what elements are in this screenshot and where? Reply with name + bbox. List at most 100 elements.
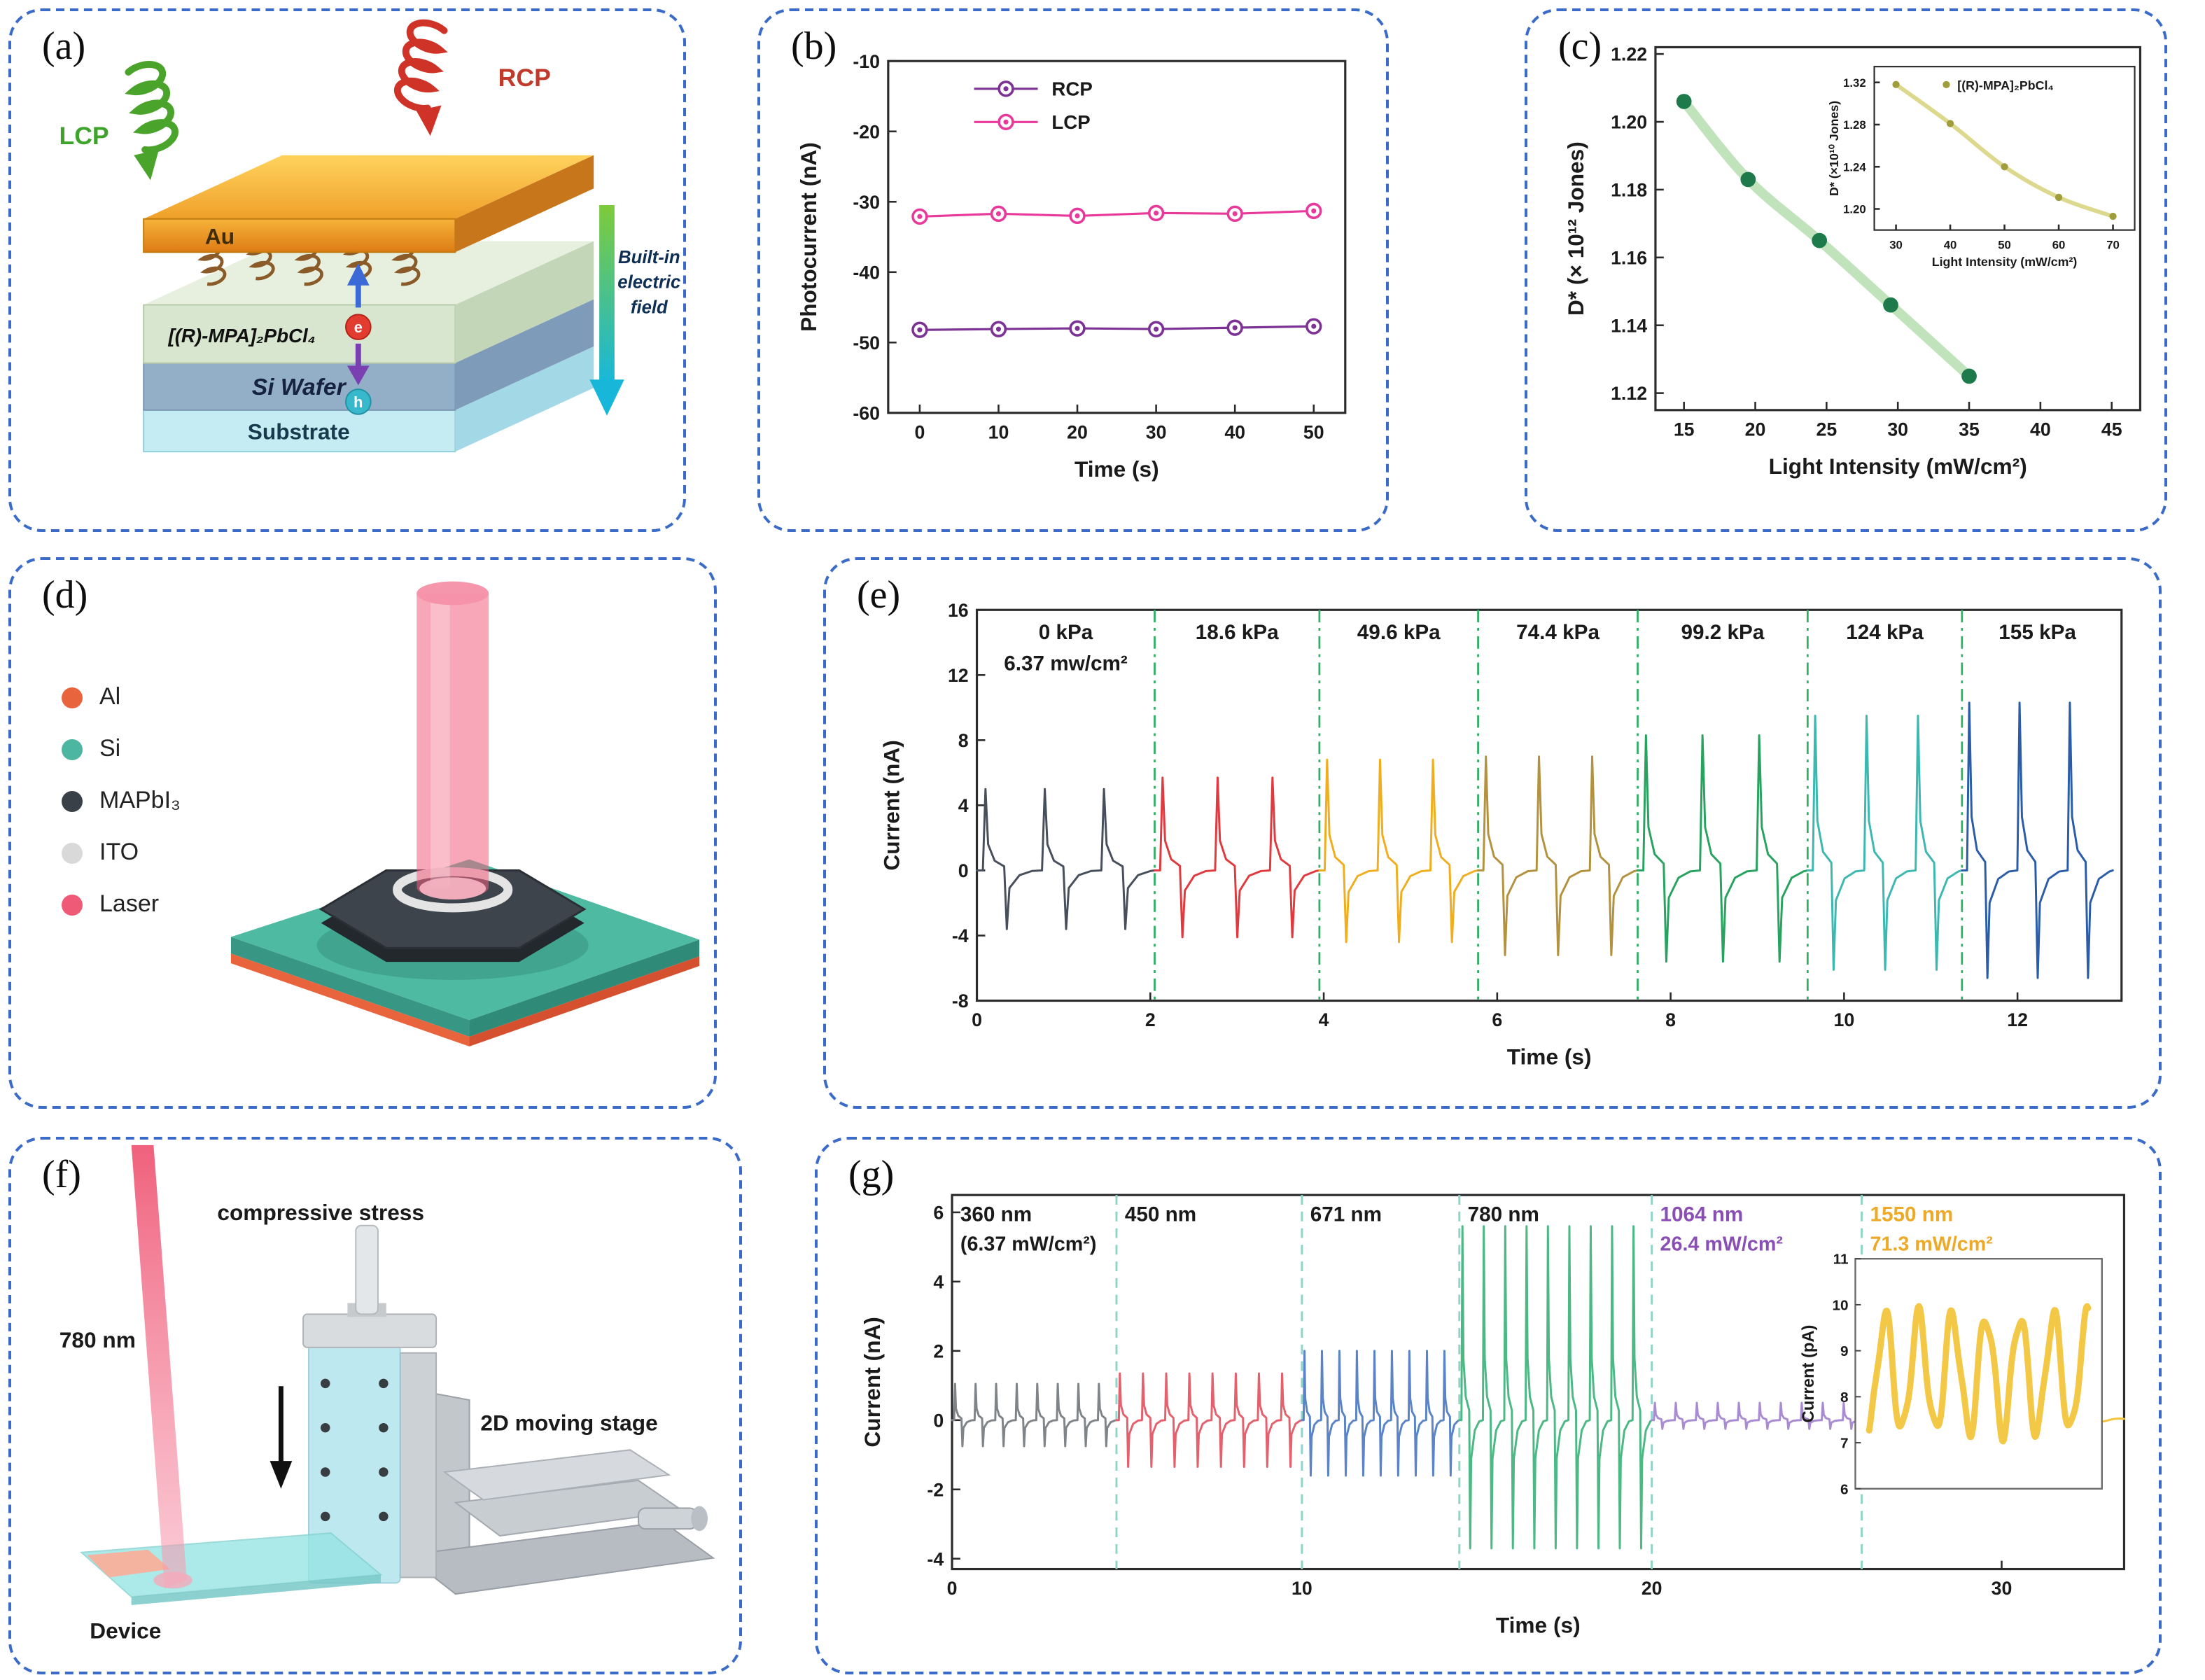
svg-text:4: 4 — [933, 1271, 944, 1292]
svg-text:40: 40 — [2030, 419, 2051, 440]
sample-stage-figure — [230, 581, 700, 1046]
svg-text:1.16: 1.16 — [1611, 247, 1647, 268]
svg-text:4: 4 — [958, 795, 969, 816]
legend-item-mapbi3: MAPbI₃ — [62, 787, 181, 815]
svg-text:1.28: 1.28 — [1843, 118, 1866, 132]
svg-text:99.2 kPa: 99.2 kPa — [1681, 621, 1764, 644]
si-wafer-label: Si Wafer — [252, 374, 347, 400]
rcp-arrowhead-icon — [416, 105, 442, 136]
panel-f-setup-schematic: (f) — [8, 1137, 742, 1674]
svg-text:12: 12 — [2007, 1009, 2028, 1030]
svg-text:Built-in: Built-in — [618, 248, 680, 267]
svg-text:Time (s): Time (s) — [1074, 456, 1159, 482]
svg-text:D* (×10¹⁰ Jones): D* (×10¹⁰ Jones) — [1827, 101, 1841, 196]
electron-label: e — [354, 318, 363, 336]
compressive-stress-label: compressive stress — [217, 1200, 424, 1225]
legend-label: Laser — [99, 890, 160, 917]
svg-text:124 kPa: 124 kPa — [1846, 621, 1924, 644]
svg-text:Light Intensity (mW/cm²): Light Intensity (mW/cm²) — [1932, 255, 2078, 269]
field-arrowhead-icon — [589, 379, 624, 416]
si-color-swatch — [62, 738, 83, 760]
panel-label-e: (e) — [857, 574, 901, 617]
up-arrow-icon — [347, 263, 370, 286]
svg-text:15: 15 — [1674, 419, 1695, 440]
substrate-layer: Substrate — [143, 346, 594, 453]
svg-text:-50: -50 — [853, 332, 880, 354]
svg-text:11: 11 — [1833, 1252, 1849, 1268]
svg-text:10: 10 — [1833, 1009, 1854, 1030]
si-wafer-layer: Si Wafer — [143, 299, 594, 411]
svg-text:2: 2 — [1145, 1009, 1156, 1030]
detectivity-inset-axes: 30 40 50 60 70 1.20 1.24 1.28 1.32 Light Intensit… — [1827, 66, 2136, 269]
al-color-swatch — [62, 687, 83, 708]
svg-text:7: 7 — [1840, 1436, 1849, 1452]
svg-text:LCP: LCP — [1051, 111, 1090, 133]
svg-text:1.20: 1.20 — [1843, 203, 1866, 216]
svg-text:10: 10 — [988, 421, 1009, 442]
svg-text:0: 0 — [958, 860, 969, 881]
svg-text:450 nm: 450 nm — [1125, 1203, 1196, 1226]
svg-text:-2: -2 — [927, 1479, 944, 1500]
measurement-setup-figure: 780 nm compressive stress 2D moving stag… — [59, 1144, 715, 1644]
panel-d-laser-schematic: (d) Al Si MAPbI₃ ITO Laser — [8, 557, 717, 1109]
svg-text:6: 6 — [1492, 1009, 1502, 1030]
panel-c-plot: 15 20 25 30 35 40 45 1.12 1.14 1.16 1.18 1.20 1.22 Li… — [1563, 44, 2142, 479]
legend-item-al: Al — [62, 683, 181, 711]
down-arrow-icon — [270, 1461, 293, 1489]
perovskite-label: [(R)-MPA]₂PbCl₄ — [167, 325, 315, 346]
svg-text:(6.37 mW/cm²): (6.37 mW/cm²) — [960, 1233, 1096, 1255]
legend-item-laser: Laser — [62, 890, 181, 918]
material-legend: Al Si MAPbI₃ ITO Laser — [62, 683, 181, 918]
svg-text:30: 30 — [1889, 238, 1903, 251]
svg-text:D* (× 10¹² Jones): D* (× 10¹² Jones) — [1563, 141, 1588, 316]
au-label: Au — [205, 223, 234, 248]
svg-text:30: 30 — [1887, 419, 1908, 440]
lcp-arrowhead-icon — [134, 149, 159, 181]
svg-text:1.12: 1.12 — [1611, 383, 1647, 404]
svg-text:1.14: 1.14 — [1611, 315, 1647, 336]
svg-text:2: 2 — [933, 1340, 944, 1362]
svg-text:6.37 mw/cm²: 6.37 mw/cm² — [1004, 652, 1128, 675]
lcp-label: LCP — [59, 122, 108, 150]
laser-beam-780nm — [131, 1144, 192, 1589]
svg-text:20: 20 — [1642, 1578, 1662, 1599]
svg-text:6: 6 — [1840, 1481, 1849, 1497]
svg-text:10: 10 — [1292, 1578, 1312, 1599]
moving-stage-label: 2D moving stage — [480, 1410, 657, 1436]
built-in-field-label: Built-in electric field — [617, 248, 680, 317]
svg-text:8: 8 — [1840, 1390, 1849, 1406]
svg-text:-20: -20 — [853, 121, 880, 142]
svg-text:0: 0 — [972, 1009, 982, 1030]
svg-text:Current (nA): Current (nA) — [879, 740, 904, 870]
svg-text:8: 8 — [1665, 1009, 1676, 1030]
svg-text:Current (pA): Current (pA) — [1799, 1325, 1818, 1423]
svg-text:40: 40 — [1944, 238, 1957, 251]
current-pa-inset: 6 7 8 9 10 11 Current (pA) — [1799, 1252, 2103, 1497]
stress-direction-arrow — [270, 1386, 293, 1489]
svg-text:26.4 mW/cm²: 26.4 mW/cm² — [1660, 1233, 1783, 1255]
svg-text:45: 45 — [2101, 419, 2122, 440]
legend-item-ito: ITO — [62, 839, 181, 867]
al-back-contact — [230, 953, 470, 1046]
panel-b-plot: 0 10 20 30 40 50 -10 -20 -30 -40 -50 -60 Time (s) Pho… — [796, 51, 1347, 482]
svg-text:360 nm: 360 nm — [960, 1203, 1032, 1226]
panel-c-detectivity-chart: (c) 15 20 25 30 35 40 45 1.12 1.14 1.16 1.18 1.20 1.… — [1525, 8, 2167, 532]
svg-text:-4: -4 — [927, 1548, 944, 1569]
svg-text:0: 0 — [933, 1410, 944, 1431]
built-in-field-arrow — [589, 205, 624, 416]
panel-label-f: (f) — [42, 1154, 81, 1197]
svg-text:12: 12 — [948, 665, 969, 686]
svg-text:-30: -30 — [853, 192, 880, 213]
svg-text:1.22: 1.22 — [1611, 44, 1647, 65]
svg-text:-4: -4 — [952, 925, 969, 946]
svg-text:50: 50 — [1998, 238, 2011, 251]
svg-text:30: 30 — [1991, 1578, 2012, 1599]
detectivity-axes: 15 20 25 30 35 40 45 1.12 1.14 1.16 1.18 1.20 1.22 Li… — [1563, 44, 2142, 479]
stage-knob — [638, 1507, 698, 1530]
lcp-light-arrow: LCP — [59, 61, 178, 181]
device-structure-figure: Substrate Si Wafer [(R)-MPA]₂PbCl₄ — [59, 19, 680, 453]
svg-text:Current (nA): Current (nA) — [860, 1317, 885, 1447]
device-pad — [87, 1549, 171, 1578]
svg-text:Time (s): Time (s) — [1496, 1613, 1581, 1638]
svg-text:780 nm: 780 nm — [1468, 1203, 1539, 1226]
